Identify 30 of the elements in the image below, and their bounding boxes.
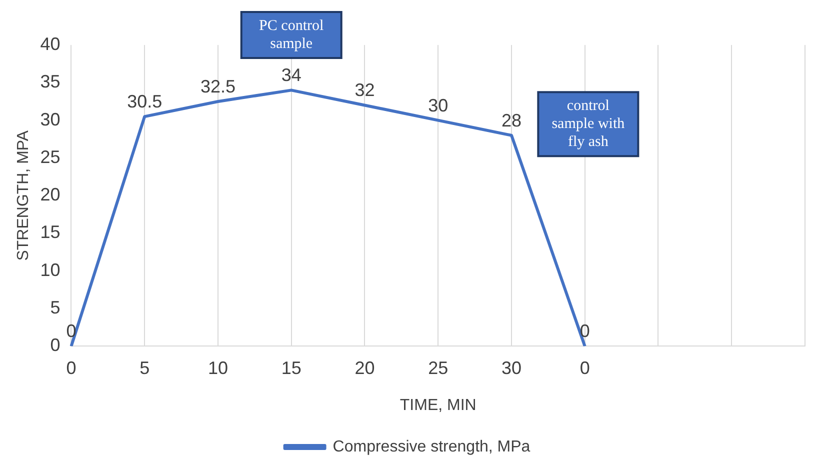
- legend-label: Compressive strength, MPa: [332, 438, 530, 456]
- y-tick-label: 35: [40, 72, 60, 92]
- data-label: 28: [501, 110, 522, 130]
- data-label: 30: [428, 95, 448, 116]
- y-tick-label: 25: [40, 146, 60, 167]
- data-label: 32.5: [200, 76, 236, 96]
- y-tick-label: 30: [40, 109, 60, 130]
- x-tick-label: 25: [428, 358, 448, 378]
- y-tick-label: 10: [40, 260, 60, 280]
- data-label: 30.5: [127, 92, 162, 112]
- x-tick-label: 0: [66, 358, 76, 378]
- y-tick-label: 15: [40, 222, 60, 242]
- data-label: 32: [354, 80, 375, 100]
- x-tick-label: 0: [580, 358, 590, 378]
- y-tick-label: 20: [40, 184, 60, 205]
- y-tick-label: 0: [50, 335, 60, 356]
- annotation: PC control sample: [259, 18, 324, 52]
- x-tick-label: 15: [281, 358, 302, 378]
- x-axis-title: TIME, MIN: [400, 396, 476, 414]
- data-label: 0: [580, 321, 590, 342]
- y-axis-title: STRENGTH, MPA: [15, 130, 32, 261]
- x-tick-label: 20: [354, 358, 375, 378]
- x-tick-label: 5: [140, 358, 150, 378]
- data-label: 0: [66, 321, 76, 342]
- x-tick-label: 30: [501, 358, 522, 378]
- x-tick-label: 10: [208, 358, 228, 378]
- data-label: 34: [281, 65, 302, 86]
- annotation: control sample with fly ash: [552, 98, 626, 150]
- y-tick-label: 40: [40, 34, 60, 54]
- y-tick-label: 5: [50, 298, 60, 318]
